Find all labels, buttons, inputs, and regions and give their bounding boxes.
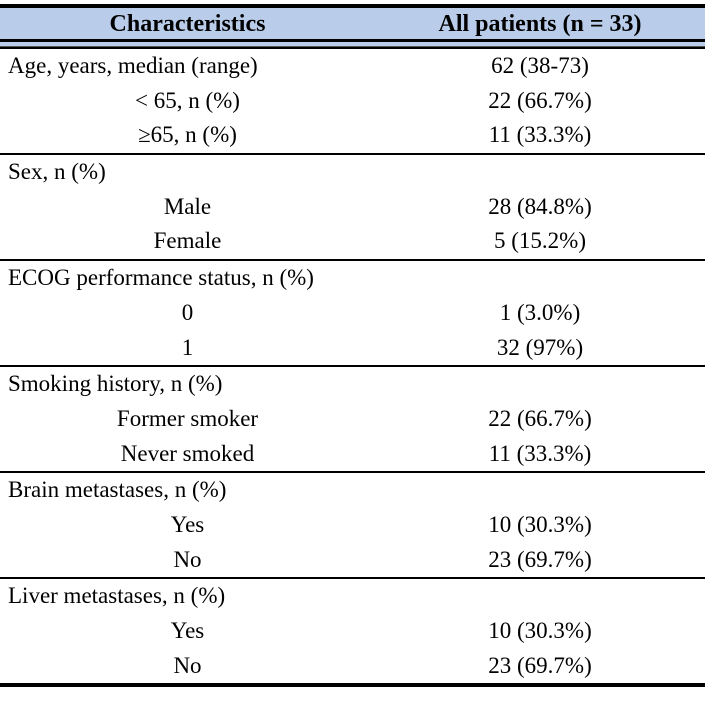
table-row: < 65, n (%) 22 (66.7%)	[0, 84, 705, 119]
row-label: 0	[181, 299, 194, 325]
table-row: Male 28 (84.8%)	[0, 190, 705, 225]
row-value: 23 (69.7%)	[488, 546, 592, 572]
table-row: Former smoker 22 (66.7%)	[0, 402, 705, 437]
row-label: Smoking history, n (%)	[8, 371, 223, 397]
section-brain-metastases: Brain metastases, n (%) Yes 10 (30.3%) N…	[0, 471, 705, 577]
row-label: ECOG performance status, n (%)	[8, 265, 314, 291]
row-label: Brain metastases, n (%)	[8, 477, 227, 503]
row-value	[375, 155, 705, 190]
row-label: Yes	[170, 618, 205, 643]
row-value: 1 (3.0%)	[499, 299, 581, 325]
row-label: 1	[181, 334, 194, 360]
row-value: 22 (66.7%)	[488, 405, 592, 431]
table-row: No 23 (69.7%)	[0, 649, 705, 684]
table-row: No 23 (69.7%)	[0, 543, 705, 578]
row-value: 32 (97%)	[496, 334, 584, 360]
table-row: ≥65, n (%) 11 (33.3%)	[0, 118, 705, 153]
header-characteristics: Characteristics	[109, 11, 266, 37]
row-label: ≥65, n (%)	[138, 122, 237, 148]
table-row-category: Smoking history, n (%)	[0, 367, 705, 402]
row-value	[375, 261, 705, 296]
section-liver-metastases: Liver metastases, n (%) Yes 10 (30.3%) N…	[0, 577, 705, 683]
row-value	[375, 579, 705, 614]
row-value: 11 (33.3%)	[488, 122, 592, 148]
row-label: Yes	[170, 511, 205, 537]
row-value	[375, 473, 705, 508]
table-row: 1 32 (97%)	[0, 331, 705, 366]
section-smoking: Smoking history, n (%) Former smoker 22 …	[0, 365, 705, 471]
row-label: Female	[153, 228, 222, 254]
row-value: 10 (30.3%)	[488, 618, 592, 643]
row-value	[375, 367, 705, 402]
table-header-row: Characteristics All patients (n = 33)	[0, 8, 705, 47]
table-row-category: ECOG performance status, n (%)	[0, 261, 705, 296]
row-label: Male	[163, 193, 212, 219]
row-value: 22 (66.7%)	[488, 87, 592, 113]
section-ecog: ECOG performance status, n (%) 0 1 (3.0%…	[0, 259, 705, 365]
row-label: Liver metastases, n (%)	[8, 583, 226, 609]
row-value: 62 (38-73)	[491, 53, 589, 78]
row-label: Sex, n (%)	[8, 159, 106, 185]
patient-characteristics-table: Characteristics All patients (n = 33) Ag…	[0, 4, 705, 688]
table-row-category: Age, years, median (range) 62 (38-73)	[0, 49, 705, 84]
table-row-category: Liver metastases, n (%)	[0, 579, 705, 614]
table-row: Yes 10 (30.3%)	[0, 614, 705, 649]
table-row-category: Brain metastases, n (%)	[0, 473, 705, 508]
section-sex: Sex, n (%) Male 28 (84.8%) Female 5 (15.…	[0, 153, 705, 259]
row-value: 10 (30.3%)	[488, 511, 592, 537]
table-row: Female 5 (15.2%)	[0, 224, 705, 259]
section-age: Age, years, median (range) 62 (38-73) < …	[0, 47, 705, 153]
row-value: 5 (15.2%)	[494, 228, 586, 254]
table-row: Never smoked 11 (33.3%)	[0, 437, 705, 472]
row-label: < 65, n (%)	[135, 87, 240, 113]
table-row: 0 1 (3.0%)	[0, 296, 705, 331]
row-label: No	[173, 652, 202, 678]
header-all-patients: All patients (n = 33)	[438, 11, 642, 37]
row-label: Age, years, median (range)	[8, 53, 258, 78]
row-label: Former smoker	[116, 405, 259, 431]
row-value: 11 (33.3%)	[488, 440, 592, 466]
table-row-category: Sex, n (%)	[0, 155, 705, 190]
row-value: 28 (84.8%)	[488, 193, 592, 219]
row-label: No	[173, 546, 202, 572]
row-value: 23 (69.7%)	[488, 652, 592, 678]
row-label: Never smoked	[120, 440, 255, 466]
table-row: Yes 10 (30.3%)	[0, 508, 705, 543]
